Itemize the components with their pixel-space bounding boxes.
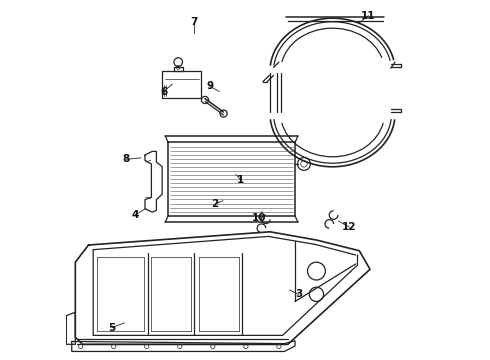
Text: 2: 2: [211, 199, 218, 209]
Text: 1: 1: [237, 175, 245, 185]
Text: 8: 8: [123, 154, 130, 164]
Text: 11: 11: [361, 11, 375, 21]
Text: 10: 10: [251, 212, 266, 222]
Text: 3: 3: [295, 289, 302, 299]
Text: 5: 5: [108, 323, 116, 333]
Text: 4: 4: [131, 210, 139, 220]
Text: 6: 6: [160, 87, 167, 97]
Text: 9: 9: [206, 81, 214, 91]
Text: 7: 7: [191, 17, 198, 27]
Text: 12: 12: [342, 222, 357, 232]
